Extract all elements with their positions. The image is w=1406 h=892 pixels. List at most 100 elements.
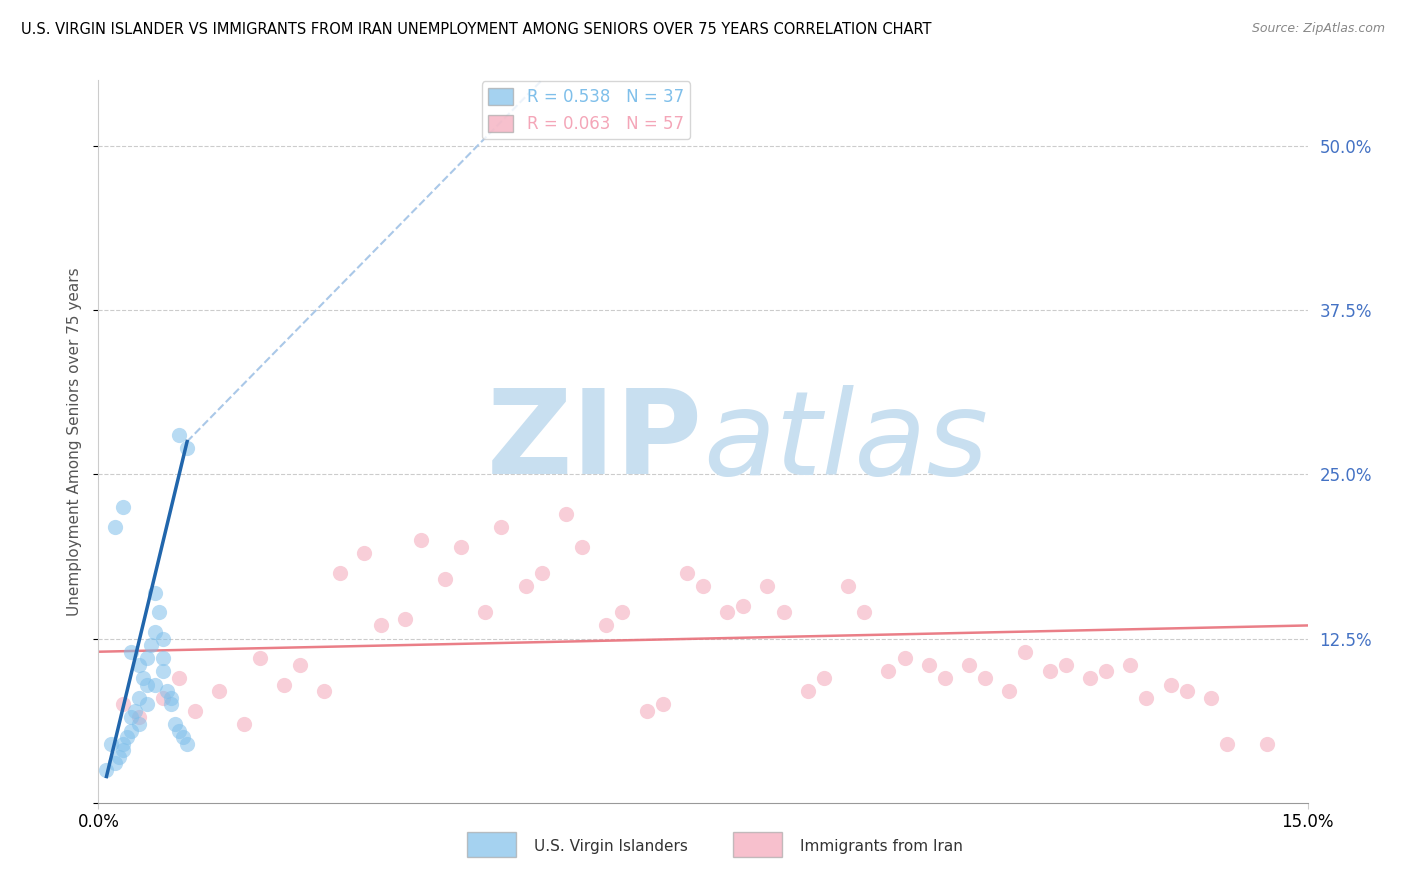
Point	[353, 546, 375, 560]
Point	[491, 520, 513, 534]
Point	[1135, 690, 1157, 705]
Point	[139, 638, 162, 652]
Point	[163, 717, 186, 731]
Point	[651, 698, 673, 712]
Point	[1078, 671, 1101, 685]
Point	[394, 612, 416, 626]
Point	[918, 657, 941, 672]
Point	[772, 605, 794, 619]
Point	[167, 428, 190, 442]
Point	[143, 625, 166, 640]
Point	[232, 717, 254, 731]
Point	[288, 657, 311, 672]
Text: atlas: atlas	[703, 384, 988, 499]
Point	[1039, 665, 1062, 679]
Point	[314, 684, 336, 698]
Point	[120, 645, 142, 659]
Point	[571, 540, 593, 554]
Point	[132, 671, 155, 685]
Point	[124, 704, 146, 718]
Point	[167, 723, 190, 738]
Point	[1216, 737, 1239, 751]
Point	[1054, 657, 1077, 672]
Point	[160, 698, 183, 712]
Point	[128, 690, 150, 705]
Point	[120, 710, 142, 724]
Point	[184, 704, 207, 718]
Point	[249, 651, 271, 665]
Point	[1175, 684, 1198, 698]
Point	[273, 677, 295, 691]
Point	[128, 710, 150, 724]
Point	[813, 671, 835, 685]
Point	[111, 500, 134, 515]
FancyBboxPatch shape	[467, 831, 516, 857]
Point	[128, 717, 150, 731]
Point	[143, 585, 166, 599]
Point	[1160, 677, 1182, 691]
Text: ZIP: ZIP	[486, 384, 703, 499]
Text: U.S. VIRGIN ISLANDER VS IMMIGRANTS FROM IRAN UNEMPLOYMENT AMONG SENIORS OVER 75 : U.S. VIRGIN ISLANDER VS IMMIGRANTS FROM …	[21, 22, 932, 37]
Point	[692, 579, 714, 593]
Point	[409, 533, 432, 547]
Point	[148, 605, 170, 619]
Point	[103, 756, 125, 771]
Point	[111, 743, 134, 757]
FancyBboxPatch shape	[734, 831, 782, 857]
Point	[733, 599, 755, 613]
Point	[167, 671, 190, 685]
Point	[152, 651, 174, 665]
Point	[152, 632, 174, 646]
Point	[100, 737, 122, 751]
Point	[208, 684, 231, 698]
Point	[756, 579, 779, 593]
Point	[636, 704, 658, 718]
Point	[676, 566, 699, 580]
Point	[111, 698, 134, 712]
Point	[128, 657, 150, 672]
Point	[530, 566, 553, 580]
Point	[716, 605, 738, 619]
Point	[120, 723, 142, 738]
Point	[107, 749, 129, 764]
Point	[797, 684, 820, 698]
Point	[474, 605, 496, 619]
Point	[176, 737, 198, 751]
Point	[152, 665, 174, 679]
Text: Source: ZipAtlas.com: Source: ZipAtlas.com	[1251, 22, 1385, 36]
Point	[1119, 657, 1142, 672]
Point	[111, 737, 134, 751]
Point	[103, 520, 125, 534]
Point	[974, 671, 997, 685]
Point	[143, 677, 166, 691]
Point	[555, 507, 578, 521]
Point	[1095, 665, 1118, 679]
Point	[957, 657, 980, 672]
Point	[370, 618, 392, 632]
Point	[172, 730, 194, 744]
Point	[1256, 737, 1278, 751]
Point	[1014, 645, 1036, 659]
Point	[160, 690, 183, 705]
Text: Immigrants from Iran: Immigrants from Iran	[800, 838, 963, 854]
Point	[837, 579, 859, 593]
Point	[612, 605, 634, 619]
Legend: R = 0.538   N = 37, R = 0.063   N = 57: R = 0.538 N = 37, R = 0.063 N = 57	[482, 81, 690, 139]
Point	[135, 698, 157, 712]
Point	[998, 684, 1021, 698]
Text: U.S. Virgin Islanders: U.S. Virgin Islanders	[534, 838, 688, 854]
Point	[1199, 690, 1222, 705]
Point	[893, 651, 915, 665]
Point	[135, 677, 157, 691]
Point	[595, 618, 617, 632]
Y-axis label: Unemployment Among Seniors over 75 years: Unemployment Among Seniors over 75 years	[66, 268, 82, 615]
Point	[934, 671, 956, 685]
Point	[115, 730, 138, 744]
Point	[176, 441, 198, 455]
Point	[152, 690, 174, 705]
Point	[515, 579, 537, 593]
Point	[877, 665, 900, 679]
Point	[853, 605, 876, 619]
Point	[450, 540, 472, 554]
Point	[156, 684, 179, 698]
